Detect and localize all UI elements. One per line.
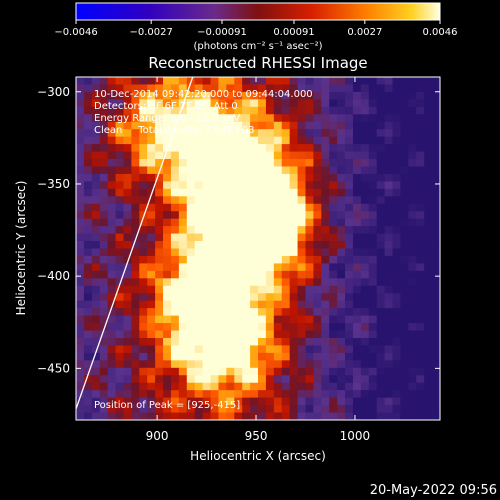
annotation-energy-range: Energy Range: 6.0 - 12.0 keV: [94, 113, 240, 124]
colorbar: [75, 2, 441, 21]
annotation-detectors: Detectors: 3F 6F 7F 9F, Att 0: [94, 101, 238, 112]
x-tick-label: 1000: [340, 429, 371, 443]
solar-limb-line: [76, 77, 194, 410]
annotation-time-range: 10-Dec-2014 09:42:20.000 to 09:44:04.000: [94, 89, 313, 100]
x-axis-label: Heliocentric X (arcsec): [190, 449, 326, 463]
y-tick-label: −300: [37, 85, 70, 99]
y-tick-label: −400: [37, 269, 70, 283]
colorbar-tick-label: 0.0027: [347, 27, 382, 38]
colorbar-ticks: −0.0046 −0.0027 −0.00091 0.00091 0.0027 0.004…: [54, 20, 458, 38]
peak-position-label: Position of Peak = [925,-415]: [94, 400, 240, 411]
y-axis-label: Heliocentric Y (arcsec): [14, 181, 28, 316]
colorbar-tick-label: 0.0046: [423, 27, 458, 38]
y-tick-label: −350: [37, 177, 70, 191]
heatmap-image: [76, 77, 440, 420]
colorbar-tick-label: −0.0027: [129, 27, 172, 38]
colorbar-tick-label: −0.0046: [54, 27, 97, 38]
colorbar-units: (photons cm⁻² s⁻¹ asec⁻²): [193, 41, 322, 52]
colorbar-tick-label: −0.00091: [197, 27, 247, 38]
chart-title: Reconstructed RHESSI Image: [148, 54, 367, 72]
annotation-counts: Clean Total counts: 7.94E+03: [94, 125, 254, 136]
x-tick-label: 950: [245, 429, 268, 443]
plot-frame: [75, 76, 441, 421]
y-axis-ticks: −300 −350 −400 −450: [37, 85, 440, 375]
colorbar-tick-label: 0.00091: [273, 27, 314, 38]
x-axis-ticks: 900 950 1000: [146, 77, 371, 443]
y-tick-label: −450: [37, 361, 70, 375]
observation-info: 10-Dec-2014 09:42:20.000 to 09:44:04.000…: [94, 89, 313, 136]
footer-timestamp: 20-May-2022 09:56: [370, 483, 497, 498]
x-tick-label: 900: [146, 429, 169, 443]
